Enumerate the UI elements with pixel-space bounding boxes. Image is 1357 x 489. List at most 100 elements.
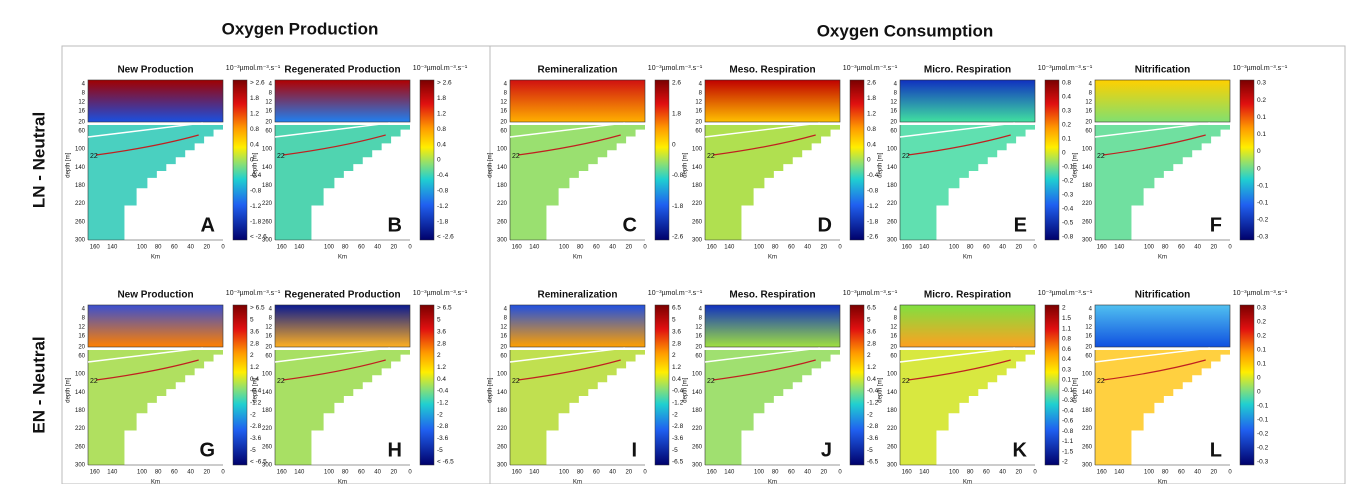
isotherm-label: 22 <box>902 153 910 160</box>
km-tick-label: 140 <box>294 470 305 476</box>
colorbar-label: 5 <box>867 317 871 324</box>
depth-tick-label: 16 <box>1085 334 1092 340</box>
depth-tick-label: 180 <box>262 408 273 414</box>
colorbar-label: 0.8 <box>250 126 259 133</box>
lower-field <box>1095 125 1230 240</box>
panel-letter: E <box>1014 214 1027 236</box>
isotherm-label: 22 <box>90 378 98 385</box>
colorbar-label: -0.1 <box>1062 164 1074 171</box>
colorbar-label: 3.6 <box>250 328 259 335</box>
depth-tick-label: 8 <box>894 316 898 322</box>
colorbar-label: -1.2 <box>250 203 262 210</box>
km-tick-label: 0 <box>643 470 647 476</box>
depth-tick-label: 220 <box>262 426 273 432</box>
depth-tick-label: 20 <box>1085 345 1092 351</box>
km-tick-label: 140 <box>294 245 305 251</box>
depth-tick-label: 100 <box>1082 372 1093 378</box>
colorbar-label: -0.2 <box>1257 445 1269 452</box>
colorbar-label: > 2.6 <box>250 80 265 87</box>
depth-label: depth [m] <box>1073 377 1079 402</box>
panel-title: Remineralization <box>537 290 617 301</box>
depth-tick-label: 180 <box>692 183 703 189</box>
unit: 10⁻³µmol.m⁻³.s⁻¹ <box>648 65 703 72</box>
depth-tick-label: 140 <box>497 390 508 396</box>
km-tick-label: 160 <box>902 245 913 251</box>
colorbar-label: 0.3 <box>1257 305 1266 312</box>
depth-tick-label: 260 <box>887 219 898 225</box>
isotherm-label: 22 <box>707 378 715 385</box>
lower-field <box>88 350 223 465</box>
colorbar-label: 0 <box>672 141 676 148</box>
contour <box>87 122 203 138</box>
km-tick-label: 20 <box>390 470 397 476</box>
colorbar-label: -0.2 <box>1062 178 1074 185</box>
km-tick-label: 0 <box>643 245 647 251</box>
km-tick-label: 40 <box>609 245 616 251</box>
panel-letter: F <box>1210 214 1222 236</box>
contour <box>1094 122 1210 138</box>
km-tick-label: 80 <box>772 245 779 251</box>
colorbar-label: -2.6 <box>867 234 879 241</box>
depth-tick-label: 260 <box>692 219 703 225</box>
km-tick-label: 80 <box>577 245 584 251</box>
panel-letter: H <box>388 439 402 461</box>
depth-tick-label: 140 <box>262 390 273 396</box>
colorbar-label: 0.8 <box>1062 80 1071 87</box>
depth-tick-label: 8 <box>82 91 86 97</box>
colorbar-label: -2.8 <box>250 423 262 430</box>
colorbar-label: < -2.6 <box>250 234 267 241</box>
km-tick-label: 160 <box>707 245 718 251</box>
colorbar-label: 1.8 <box>672 111 681 118</box>
colorbar-label: -1.8 <box>437 218 449 225</box>
depth-tick-label: 220 <box>497 426 508 432</box>
depth-tick-label: 260 <box>887 444 898 450</box>
km-tick-label: 100 <box>137 245 148 251</box>
depth-tick-label: 300 <box>497 238 508 244</box>
colorbar-label: > 6.5 <box>250 305 265 312</box>
row-label: LN - Neutral <box>29 112 48 208</box>
panel-title: Meso. Respiration <box>729 65 815 76</box>
depth-tick-label: 8 <box>82 316 86 322</box>
colorbar-label: 1.2 <box>867 364 876 371</box>
colorbar-label: 0.3 <box>1062 366 1071 373</box>
depth-label: depth [m] <box>683 152 689 177</box>
isotherm-line <box>95 134 199 156</box>
contour <box>704 122 820 138</box>
depth-tick-label: 20 <box>500 345 507 351</box>
km-tick-label: 80 <box>577 470 584 476</box>
depth-tick-label: 260 <box>75 219 86 225</box>
depth-tick-label: 12 <box>890 100 897 106</box>
colorbar-label: < -6.5 <box>437 459 454 466</box>
depth-tick-label: 100 <box>262 372 273 378</box>
km-tick-label: 60 <box>1178 245 1185 251</box>
lower-field <box>900 125 1035 240</box>
colorbar <box>1044 79 1060 241</box>
isotherm-label: 22 <box>90 153 98 160</box>
colorbar-label: 1.2 <box>867 111 876 118</box>
isotherm-line <box>712 359 816 381</box>
km-tick-label: 160 <box>1097 245 1108 251</box>
km-tick-label: 20 <box>1210 470 1217 476</box>
colorbar-label: -0.4 <box>672 388 684 395</box>
colorbar-label: -0.4 <box>437 388 449 395</box>
colorbar-label: 0 <box>1257 375 1261 382</box>
km-tick-label: 100 <box>1144 470 1155 476</box>
upper-field <box>704 79 841 123</box>
depth-tick-label: 4 <box>1089 307 1093 313</box>
colorbar-label: 1.2 <box>250 364 259 371</box>
unit: 10⁻³µmol.m⁻³.s⁻¹ <box>1038 290 1093 297</box>
km-tick-label: 160 <box>277 245 288 251</box>
depth-tick-label: 16 <box>695 334 702 340</box>
contour <box>87 347 203 363</box>
depth-tick-label: 8 <box>699 316 703 322</box>
colorbar-label: 0 <box>1257 389 1261 396</box>
upper-field <box>509 79 646 123</box>
colorbar-label: -0.1 <box>1062 387 1074 394</box>
depth-tick-label: 60 <box>890 354 897 360</box>
depth-tick-label: 100 <box>75 372 86 378</box>
depth-tick-label: 4 <box>504 82 508 88</box>
km-tick-label: 60 <box>171 470 178 476</box>
km-tick-label: 140 <box>919 470 930 476</box>
km-label: Km <box>963 480 972 484</box>
colorbar-label: -2 <box>250 411 256 418</box>
